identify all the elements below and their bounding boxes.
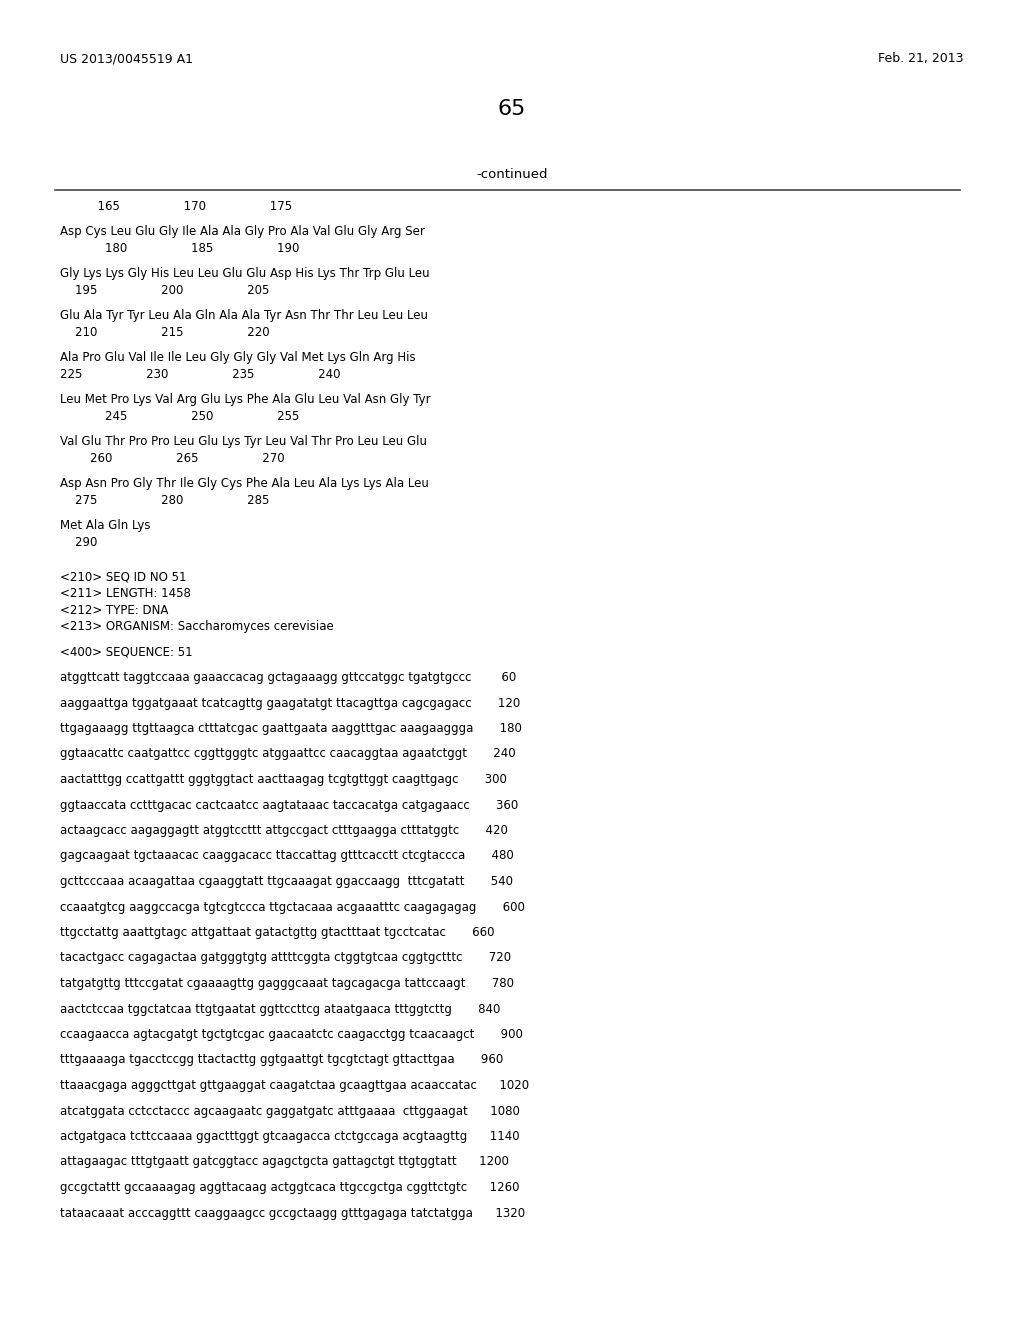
Text: 290: 290: [60, 536, 97, 549]
Text: 225                 230                 235                 240: 225 230 235 240: [60, 368, 341, 381]
Text: <213> ORGANISM: Saccharomyces cerevisiae: <213> ORGANISM: Saccharomyces cerevisiae: [60, 620, 334, 634]
Text: <210> SEQ ID NO 51: <210> SEQ ID NO 51: [60, 570, 186, 583]
Text: ttgcctattg aaattgtagc attgattaat gatactgttg gtactttaat tgcctcatac       660: ttgcctattg aaattgtagc attgattaat gatactg…: [60, 927, 495, 939]
Text: atggttcatt taggtccaaa gaaaccacag gctagaaagg gttccatggc tgatgtgccc        60: atggttcatt taggtccaaa gaaaccacag gctagaa…: [60, 671, 516, 684]
Text: 245                 250                 255: 245 250 255: [60, 411, 299, 422]
Text: Glu Ala Tyr Tyr Leu Ala Gln Ala Ala Tyr Asn Thr Thr Leu Leu Leu: Glu Ala Tyr Tyr Leu Ala Gln Ala Ala Tyr …: [60, 309, 428, 322]
Text: <400> SEQUENCE: 51: <400> SEQUENCE: 51: [60, 645, 193, 659]
Text: <211> LENGTH: 1458: <211> LENGTH: 1458: [60, 587, 190, 601]
Text: 65: 65: [498, 99, 526, 119]
Text: 165                 170                 175: 165 170 175: [60, 201, 292, 213]
Text: gagcaagaat tgctaaacac caaggacacc ttaccattag gtttcacctt ctcgtaccca       480: gagcaagaat tgctaaacac caaggacacc ttaccat…: [60, 850, 514, 862]
Text: Asp Cys Leu Glu Gly Ile Ala Ala Gly Pro Ala Val Glu Gly Arg Ser: Asp Cys Leu Glu Gly Ile Ala Ala Gly Pro …: [60, 226, 425, 239]
Text: Val Glu Thr Pro Pro Leu Glu Lys Tyr Leu Val Thr Pro Leu Leu Glu: Val Glu Thr Pro Pro Leu Glu Lys Tyr Leu …: [60, 436, 427, 449]
Text: gccgctattt gccaaaagag aggttacaag actggtcaca ttgccgctga cggttctgtc      1260: gccgctattt gccaaaagag aggttacaag actggtc…: [60, 1181, 519, 1195]
Text: Asp Asn Pro Gly Thr Ile Gly Cys Phe Ala Leu Ala Lys Lys Ala Leu: Asp Asn Pro Gly Thr Ile Gly Cys Phe Ala …: [60, 478, 429, 491]
Text: US 2013/0045519 A1: US 2013/0045519 A1: [60, 51, 193, 65]
Text: ggtaacattc caatgattcc cggttgggtc atggaattcc caacaggtaa agaatctggt       240: ggtaacattc caatgattcc cggttgggtc atggaat…: [60, 747, 516, 760]
Text: actaagcacc aagaggagtt atggtccttt attgccgact ctttgaagga ctttatggtc       420: actaagcacc aagaggagtt atggtccttt attgccg…: [60, 824, 508, 837]
Text: 260                 265                 270: 260 265 270: [60, 451, 285, 465]
Text: 195                 200                 205: 195 200 205: [60, 284, 269, 297]
Text: tataacaaat acccaggttt caaggaagcc gccgctaagg gtttgagaga tatctatgga      1320: tataacaaat acccaggttt caaggaagcc gccgcta…: [60, 1206, 525, 1220]
Text: ccaagaacca agtacgatgt tgctgtcgac gaacaatctc caagacctgg tcaacaagct       900: ccaagaacca agtacgatgt tgctgtcgac gaacaat…: [60, 1028, 523, 1041]
Text: Gly Lys Lys Gly His Leu Leu Glu Glu Asp His Lys Thr Trp Glu Leu: Gly Lys Lys Gly His Leu Leu Glu Glu Asp …: [60, 268, 430, 281]
Text: ccaaatgtcg aaggccacga tgtcgtccca ttgctacaaa acgaaatttc caagagagag       600: ccaaatgtcg aaggccacga tgtcgtccca ttgctac…: [60, 900, 525, 913]
Text: aactatttgg ccattgattt gggtggtact aacttaagag tcgtgttggt caagttgagc       300: aactatttgg ccattgattt gggtggtact aacttaa…: [60, 774, 507, 785]
Text: ttgagaaagg ttgttaagca ctttatcgac gaattgaata aaggtttgac aaagaaggga       180: ttgagaaagg ttgttaagca ctttatcgac gaattga…: [60, 722, 522, 735]
Text: tttgaaaaga tgacctccgg ttactacttg ggtgaattgt tgcgtctagt gttacttgaa       960: tttgaaaaga tgacctccgg ttactacttg ggtgaat…: [60, 1053, 503, 1067]
Text: atcatggata cctcctaccc agcaagaatc gaggatgatc atttgaaaa  cttggaagat      1080: atcatggata cctcctaccc agcaagaatc gaggatg…: [60, 1105, 520, 1118]
Text: ttaaacgaga agggcttgat gttgaaggat caagatctaa gcaagttgaa acaaccatac      1020: ttaaacgaga agggcttgat gttgaaggat caagatc…: [60, 1078, 529, 1092]
Text: Leu Met Pro Lys Val Arg Glu Lys Phe Ala Glu Leu Val Asn Gly Tyr: Leu Met Pro Lys Val Arg Glu Lys Phe Ala …: [60, 393, 431, 407]
Text: 210                 215                 220: 210 215 220: [60, 326, 269, 339]
Text: -continued: -continued: [476, 168, 548, 181]
Text: aactctccaa tggctatcaa ttgtgaatat ggttccttcg ataatgaaca tttggtcttg       840: aactctccaa tggctatcaa ttgtgaatat ggttcct…: [60, 1002, 501, 1015]
Text: Ala Pro Glu Val Ile Ile Leu Gly Gly Gly Val Met Lys Gln Arg His: Ala Pro Glu Val Ile Ile Leu Gly Gly Gly …: [60, 351, 416, 364]
Text: 180                 185                 190: 180 185 190: [60, 242, 299, 255]
Text: actgatgaca tcttccaaaa ggactttggt gtcaagacca ctctgccaga acgtaagttg      1140: actgatgaca tcttccaaaa ggactttggt gtcaaga…: [60, 1130, 519, 1143]
Text: Feb. 21, 2013: Feb. 21, 2013: [879, 51, 964, 65]
Text: attagaagac tttgtgaatt gatcggtacc agagctgcta gattagctgt ttgtggtatt      1200: attagaagac tttgtgaatt gatcggtacc agagctg…: [60, 1155, 509, 1168]
Text: gcttcccaaa acaagattaa cgaaggtatt ttgcaaagat ggaccaagg  tttcgatatt       540: gcttcccaaa acaagattaa cgaaggtatt ttgcaaa…: [60, 875, 513, 888]
Text: <212> TYPE: DNA: <212> TYPE: DNA: [60, 603, 168, 616]
Text: ggtaaccata cctttgacac cactcaatcc aagtataaac taccacatga catgagaacc       360: ggtaaccata cctttgacac cactcaatcc aagtata…: [60, 799, 518, 812]
Text: aaggaattga tggatgaaat tcatcagttg gaagatatgt ttacagttga cagcgagacc       120: aaggaattga tggatgaaat tcatcagttg gaagata…: [60, 697, 520, 710]
Text: 275                 280                 285: 275 280 285: [60, 494, 269, 507]
Text: tacactgacc cagagactaa gatgggtgtg attttcggta ctggtgtcaa cggtgctttc       720: tacactgacc cagagactaa gatgggtgtg attttcg…: [60, 952, 511, 965]
Text: tatgatgttg tttccgatat cgaaaagttg gagggcaaat tagcagacga tattccaagt       780: tatgatgttg tttccgatat cgaaaagttg gagggca…: [60, 977, 514, 990]
Text: Met Ala Gln Lys: Met Ala Gln Lys: [60, 520, 151, 532]
